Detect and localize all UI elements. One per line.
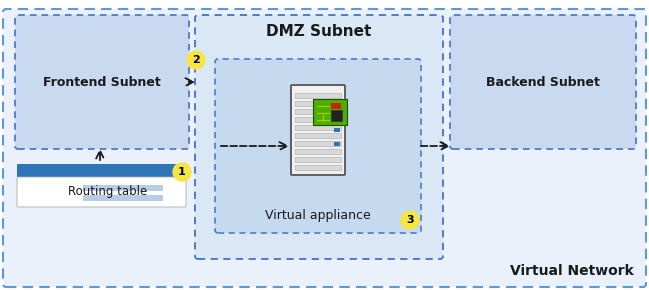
Bar (295, 93, 341, 98)
Text: 2: 2 (192, 55, 200, 65)
Bar (313, 99, 347, 125)
Bar (295, 117, 341, 122)
FancyBboxPatch shape (450, 15, 636, 149)
Bar (83, 185, 163, 191)
Circle shape (173, 163, 191, 181)
Bar (295, 125, 341, 130)
FancyBboxPatch shape (3, 9, 646, 287)
Text: Backend Subnet: Backend Subnet (486, 75, 600, 88)
Text: 3: 3 (406, 215, 414, 225)
Bar (295, 149, 341, 154)
Bar (331, 103, 341, 109)
Bar (295, 133, 341, 138)
Text: 1: 1 (178, 167, 186, 177)
Circle shape (401, 211, 419, 229)
FancyBboxPatch shape (215, 59, 421, 233)
Text: Routing table: Routing table (68, 186, 147, 198)
FancyBboxPatch shape (291, 85, 345, 175)
Bar (83, 195, 163, 201)
Bar (295, 165, 341, 170)
Circle shape (187, 51, 205, 69)
FancyBboxPatch shape (15, 15, 189, 149)
FancyBboxPatch shape (195, 15, 443, 259)
Bar (295, 141, 341, 146)
Text: Virtual Network: Virtual Network (510, 264, 634, 278)
Bar (295, 157, 341, 162)
Text: Virtual appliance: Virtual appliance (265, 209, 371, 222)
Bar (334, 128, 340, 132)
Bar (331, 110, 342, 121)
FancyBboxPatch shape (17, 164, 186, 180)
Text: DMZ Subnet: DMZ Subnet (266, 24, 372, 39)
Bar (295, 101, 341, 106)
Text: Frontend Subnet: Frontend Subnet (43, 75, 161, 88)
FancyBboxPatch shape (17, 177, 186, 207)
Bar (295, 109, 341, 114)
Bar (334, 142, 340, 146)
Bar (334, 114, 340, 118)
